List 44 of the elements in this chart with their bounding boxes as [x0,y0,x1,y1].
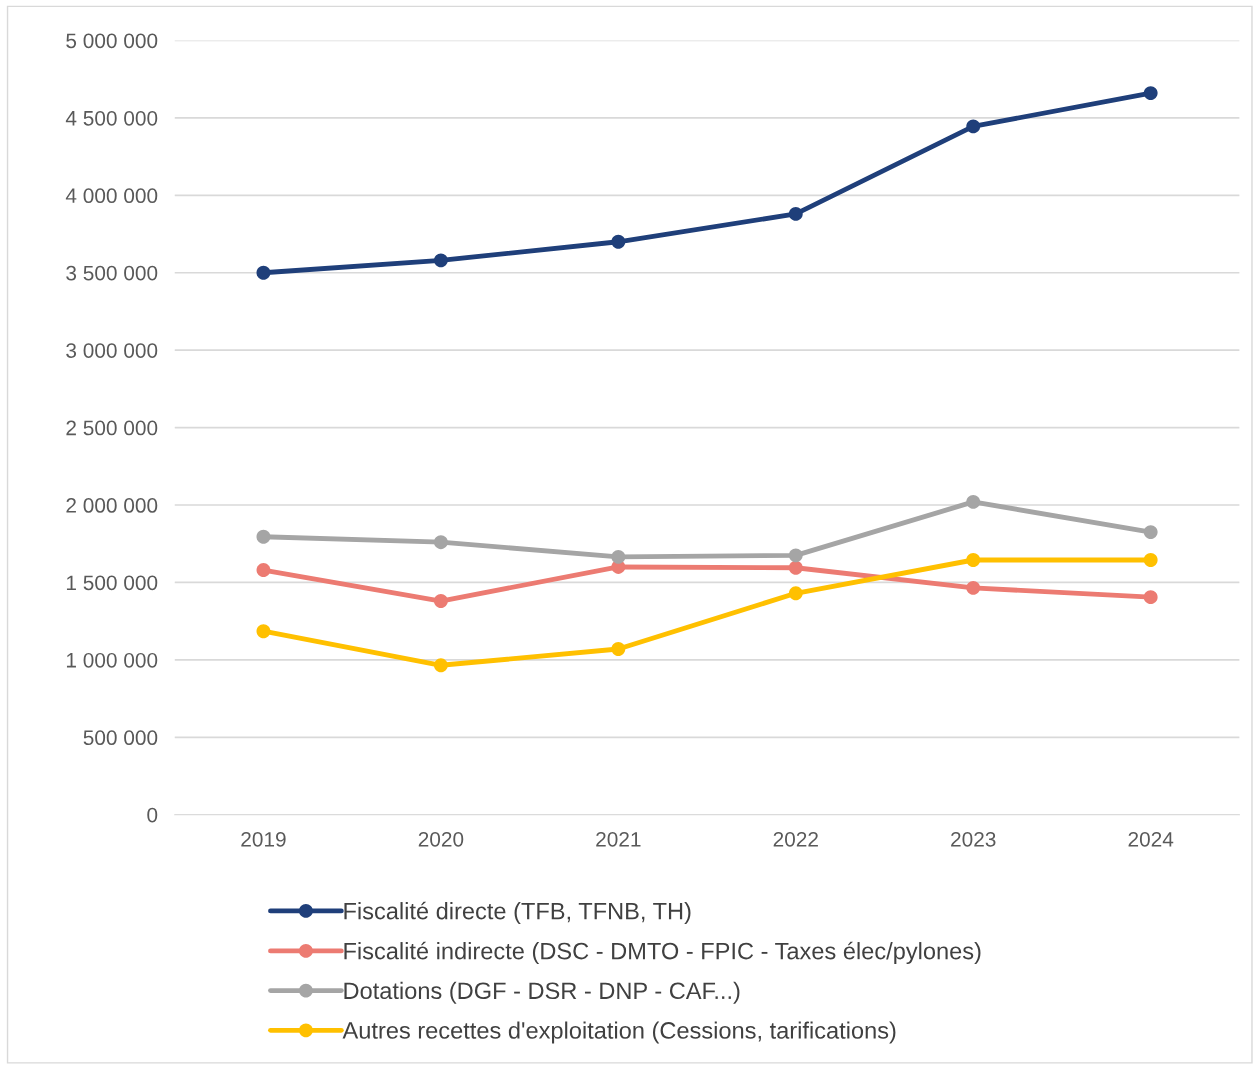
y-tick-label: 0 [147,807,158,823]
point [256,529,271,544]
x-tick-label: 2023 [951,831,996,847]
y-tick-label: 2 000 000 [66,498,158,513]
x-tick-label: 2020 [418,831,464,847]
x-tick-label: 2024 [1128,831,1174,847]
legend-label: Autres recettes d'exploitation (Cessions, tarifications) [342,1021,896,1044]
y-tick-label: 4 000 000 [65,188,158,204]
point [1143,86,1158,101]
point [433,594,448,608]
point [966,580,981,595]
y-tick-label: 4 500 000 [65,110,158,126]
point [1143,590,1158,605]
y-tick-label: 2 500 000 [66,420,158,436]
x-tick-label: 2022 [773,831,818,847]
y-tick-label: 5 000 000 [66,33,158,49]
point [433,253,448,268]
y-tick-label: 1 500 000 [66,575,158,591]
point [966,553,981,567]
y-tick-label: 3 000 000 [66,343,158,358]
point [788,206,803,221]
point [966,119,981,134]
point [433,658,448,673]
x-tick-label: 2019 [241,831,286,847]
legend-label: Fiscalité indirecte (DSC - DMTO - FPIC - Taxes élec/pylones) [344,941,981,965]
y-tick-label: 500 000 [83,730,158,746]
y-tick-label: 1 000 000 [66,652,158,668]
point [256,624,271,639]
point [611,642,626,656]
x-tick-label: 2021 [596,831,641,847]
y-tick-label: 3 500 000 [66,265,158,281]
point [966,494,981,509]
legend-label: Fiscalité directe (TFB, TFNB, TH) [344,901,691,925]
point [611,549,626,564]
point [433,535,448,550]
point [788,586,803,601]
legend-label: Dotations (DGF - DSR - DNP - CAF...) [344,981,740,1004]
point [1143,553,1158,567]
point [788,548,803,563]
point [256,265,271,280]
point [611,234,626,249]
point [788,560,803,575]
point [256,563,271,578]
point [1143,525,1158,540]
